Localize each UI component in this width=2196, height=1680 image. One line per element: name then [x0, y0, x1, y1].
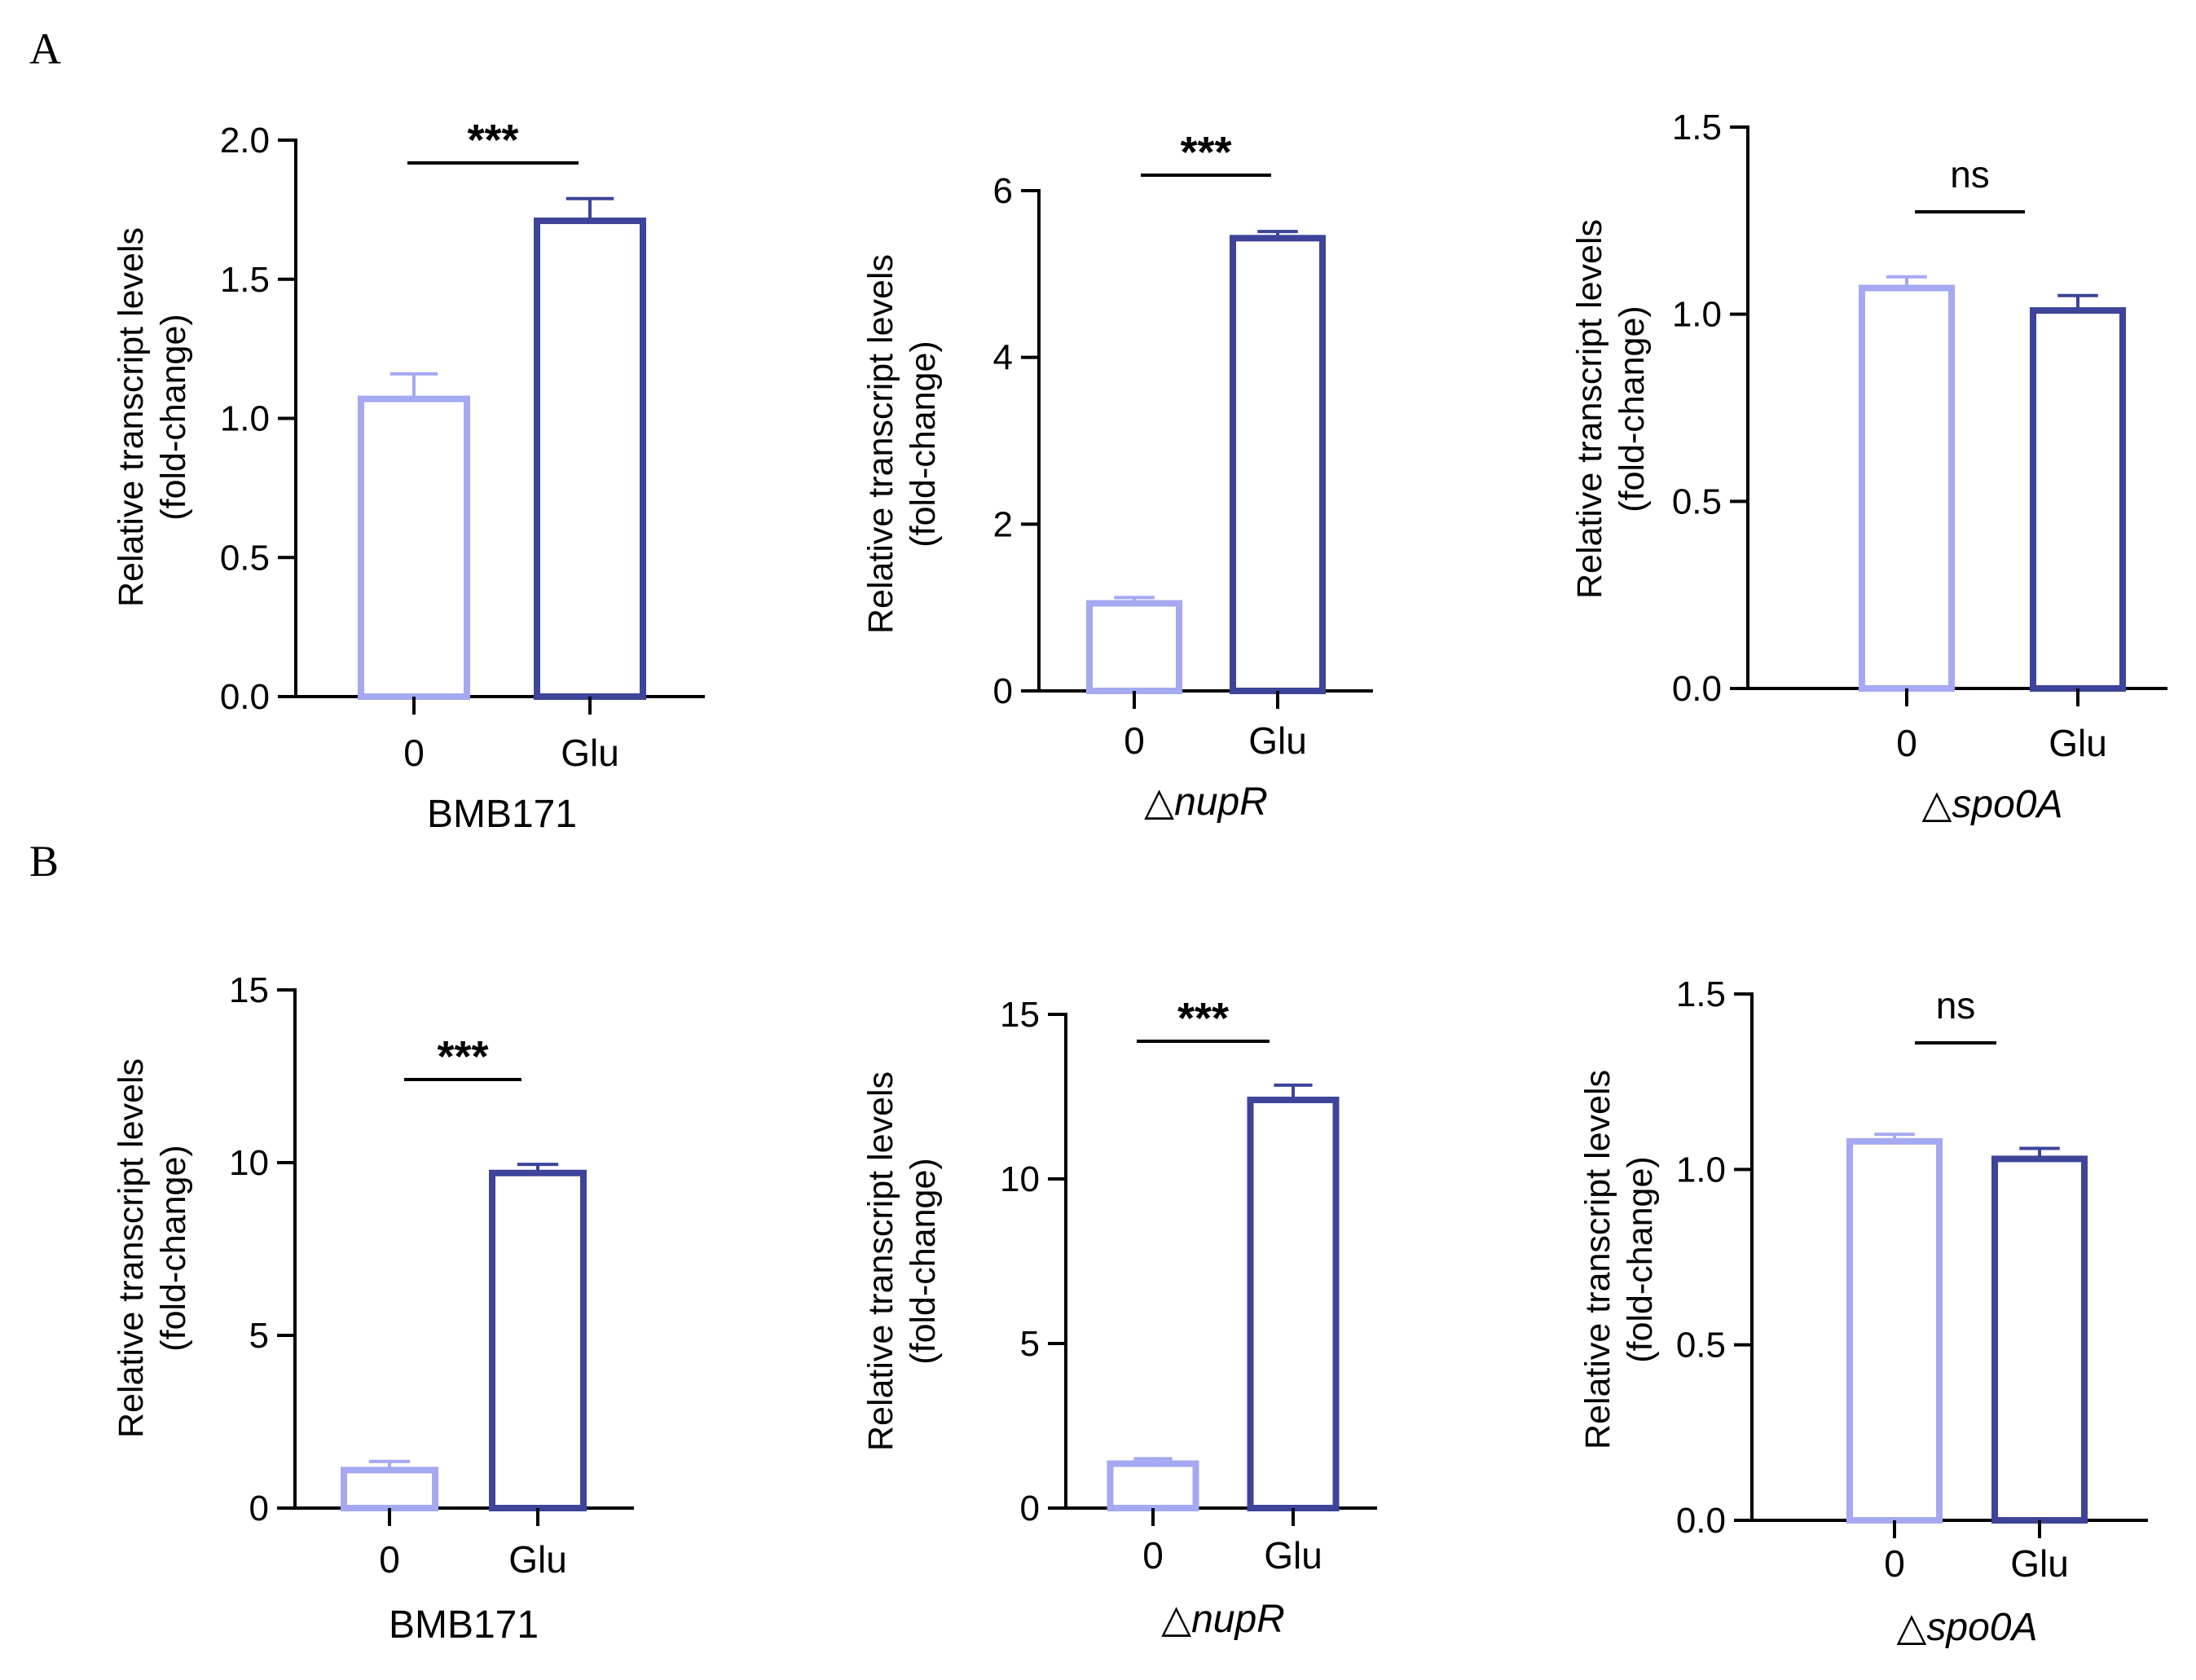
y-axis-label-line: Relative transcript levels: [861, 1071, 900, 1451]
bar-0: [358, 395, 470, 700]
chart-b-bmb171: 0 5 10 15 0 Glu *** BMB171 Relative transcript l…: [112, 970, 634, 1647]
y-tick-label: 0: [249, 1489, 269, 1528]
y-tick-label: 1.0: [1672, 295, 1722, 335]
bar-glu: [534, 218, 646, 701]
y-axis-label-line: Relative transcript levels: [1570, 219, 1609, 599]
group-label-name: nupR: [1191, 1598, 1285, 1641]
y-tick-label: 1.0: [1676, 1150, 1726, 1190]
x-tick-label: 0: [403, 732, 425, 774]
significance-label: ***: [1177, 994, 1229, 1043]
y-tick-label: 0.5: [220, 538, 270, 578]
x-tick-label: Glu: [508, 1538, 567, 1581]
chart-b-nupr: 0 5 10 15 0 Glu *** △nupR Relative transcript le…: [861, 994, 1377, 1641]
group-label-name: BMB171: [427, 793, 577, 836]
group-label-name: spo0A: [1952, 783, 2062, 826]
x-tick-label: Glu: [561, 732, 619, 774]
y-axis-label: Relative transcript levels(fold-change): [1570, 219, 1652, 599]
group-label: △nupR: [1161, 1598, 1285, 1641]
y-axis-label-line: Relative transcript levels: [1578, 1070, 1617, 1449]
y-tick-label: 10: [229, 1143, 269, 1183]
y-axis-label: Relative transcript levels(fold-change): [861, 1071, 943, 1451]
y-axis-label-line: (fold-change): [904, 341, 943, 547]
charts-container: 0.0 0.5 1.0 1.5 2.0 0 Glu *** BMB171 Relative tra…: [112, 108, 2167, 1649]
y-tick-label: 4: [993, 338, 1013, 378]
y-tick-label: 0.0: [1672, 669, 1722, 709]
bar-glu: [2030, 307, 2126, 692]
panel-letter-a: A: [29, 24, 61, 73]
y-axis-label-line: Relative transcript levels: [861, 254, 900, 634]
y-axis-label: Relative transcript levels(fold-change): [1578, 1070, 1660, 1449]
bar-glu: [489, 1169, 587, 1511]
x-tick-label: 0: [379, 1538, 400, 1581]
bar-0: [1107, 1460, 1199, 1511]
chart-b-spo0a: 0.0 0.5 1.0 1.5 0 Glu ns △spo0A Relative transcr…: [1578, 974, 2148, 1649]
y-axis-label-line: (fold-change): [154, 1145, 193, 1351]
y-tick-label: 1.5: [1672, 108, 1722, 147]
y-tick-label: 5: [249, 1316, 269, 1356]
bar-glu: [1230, 235, 1326, 694]
y-tick-label: 10: [1000, 1159, 1040, 1199]
y-axis-label-line: (fold-change): [904, 1158, 943, 1364]
y-tick-label: 2.0: [220, 121, 270, 161]
bar-0: [1086, 600, 1182, 694]
group-label-name: BMB171: [389, 1603, 539, 1647]
group-label-prefix: △: [1144, 781, 1174, 824]
group-label: BMB171: [427, 793, 577, 836]
y-tick-label: 6: [993, 171, 1013, 211]
y-axis-label-line: (fold-change): [1613, 306, 1652, 512]
y-tick-label: 0.5: [1676, 1326, 1726, 1366]
significance-label: ***: [1180, 128, 1231, 177]
y-tick-label: 1.5: [1676, 974, 1726, 1014]
x-tick-label: Glu: [1248, 719, 1307, 762]
panel-letter-b: B: [29, 837, 59, 886]
y-tick-label: 15: [229, 970, 269, 1010]
y-tick-label: 1.0: [220, 399, 270, 439]
y-axis-label-line: Relative transcript levels: [112, 1058, 151, 1438]
group-label-name: nupR: [1174, 781, 1268, 824]
y-tick-label: 2: [993, 504, 1013, 544]
significance-label: ns: [1950, 153, 1990, 196]
x-tick-label: 0: [1124, 719, 1145, 762]
chart-a-bmb171: 0.0 0.5 1.0 1.5 2.0 0 Glu *** BMB171 Relative tra…: [112, 116, 705, 836]
y-axis-label-line: (fold-change): [154, 314, 193, 520]
x-tick-label: 0: [1884, 1542, 1905, 1585]
y-tick-label: 0.0: [220, 677, 270, 717]
x-tick-label: 0: [1896, 722, 1917, 764]
group-label-name: spo0A: [1926, 1606, 2037, 1649]
y-axis-label: Relative transcript levels(fold-change): [112, 1058, 193, 1438]
x-tick-label: Glu: [2010, 1542, 2069, 1585]
y-axis-label-line: Relative transcript levels: [112, 227, 151, 607]
significance-label: ns: [1936, 984, 1976, 1027]
bar-0: [1846, 1137, 1943, 1524]
group-label: △spo0A: [1921, 783, 2062, 826]
y-axis-label-line: (fold-change): [1621, 1156, 1660, 1362]
bar-glu: [1991, 1155, 2088, 1524]
y-tick-label: 0: [1020, 1489, 1040, 1528]
y-tick-label: 1.5: [220, 260, 270, 300]
group-label-prefix: △: [1896, 1606, 1926, 1649]
y-axis-label: Relative transcript levels(fold-change): [112, 227, 193, 607]
y-tick-label: 5: [1020, 1324, 1040, 1364]
group-label: △spo0A: [1896, 1606, 2037, 1649]
bar-0: [341, 1467, 438, 1511]
x-tick-label: Glu: [1264, 1534, 1322, 1577]
group-label: △nupR: [1144, 781, 1268, 824]
significance-label: ***: [467, 116, 518, 165]
y-tick-label: 15: [1000, 995, 1040, 1035]
group-label-prefix: △: [1921, 783, 1952, 826]
significance-label: ***: [437, 1032, 488, 1081]
y-tick-label: 0: [993, 671, 1013, 711]
group-label: BMB171: [389, 1603, 539, 1647]
x-tick-label: 0: [1142, 1534, 1164, 1577]
chart-a-spo0a: 0.0 0.5 1.0 1.5 0 Glu ns △spo0A Relative transcr…: [1570, 108, 2167, 826]
y-tick-label: 0.5: [1672, 482, 1722, 521]
x-tick-label: Glu: [2049, 722, 2107, 764]
group-label-prefix: △: [1161, 1598, 1191, 1641]
y-axis-label: Relative transcript levels(fold-change): [861, 254, 943, 634]
bar-glu: [1247, 1097, 1340, 1512]
bar-0: [1859, 284, 1955, 692]
chart-a-nupr: 0 2 4 6 0 Glu *** △nupR Relative transcript leve…: [861, 128, 1373, 824]
y-tick-label: 0.0: [1676, 1501, 1726, 1541]
